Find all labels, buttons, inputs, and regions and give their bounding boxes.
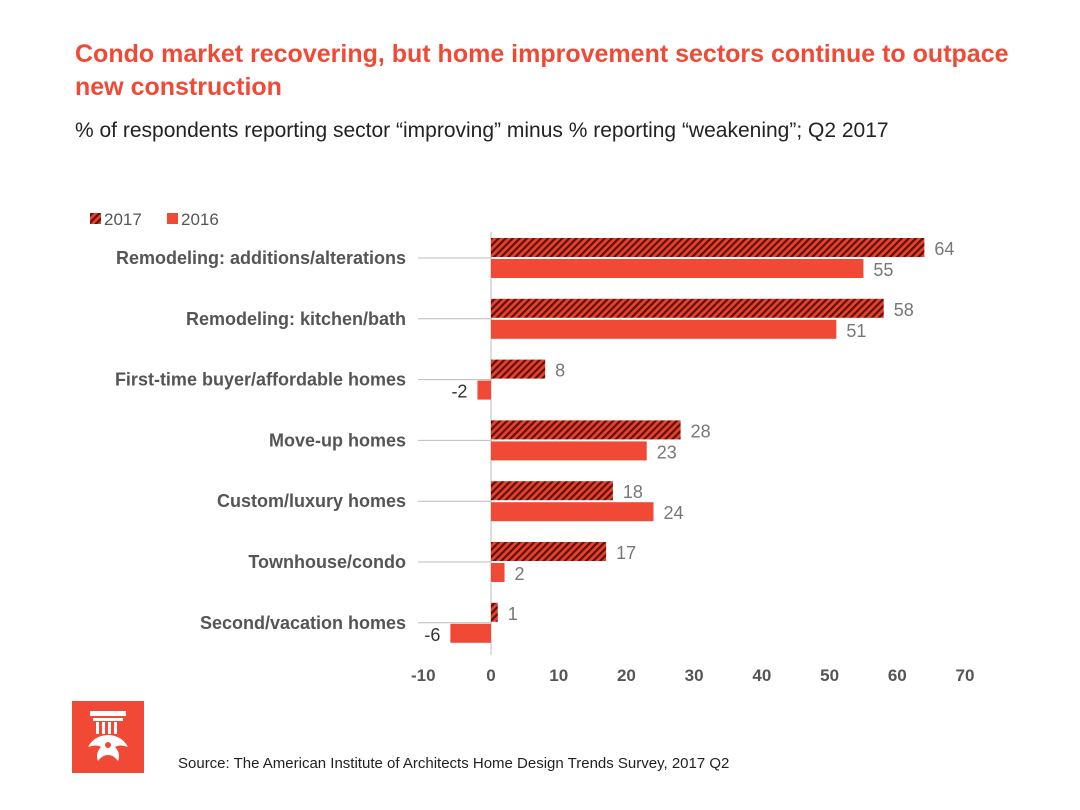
- plot-area: Remodeling: additions/alterations 64 55 Rem…: [115, 232, 975, 685]
- data-label-2016: 55: [873, 260, 893, 280]
- x-tick-label: 30: [685, 666, 704, 685]
- bar-2016: [491, 441, 647, 461]
- x-tick-label: 0: [486, 666, 495, 685]
- bar-2017: [491, 542, 607, 561]
- data-label-2017: 1: [508, 604, 518, 624]
- chart-subtitle: % of respondents reporting sector “impro…: [75, 119, 889, 142]
- aia-logo: [72, 701, 144, 773]
- bar-2016: [491, 259, 864, 278]
- x-tick-label: 60: [888, 666, 907, 685]
- x-tick-label: 40: [752, 666, 771, 685]
- legend-swatch-2016: [167, 213, 178, 224]
- data-label-2017: 58: [894, 300, 914, 320]
- data-label-2017: 64: [934, 239, 954, 259]
- data-label-2016: 51: [846, 321, 866, 341]
- bar-2016: [491, 563, 505, 582]
- bar-2016: [491, 502, 654, 522]
- data-label-2016: -2: [451, 382, 467, 402]
- bar-2017: [491, 481, 613, 501]
- bar-2017: [491, 602, 498, 622]
- category-label: First-time buyer/affordable homes: [115, 370, 406, 390]
- data-label-2017: 17: [616, 543, 636, 563]
- legend-label-2016: 2016: [181, 210, 219, 229]
- source-note: Source: The American Institute of Archit…: [178, 755, 730, 772]
- legend: 2017 2016: [90, 210, 219, 229]
- category-label: Second/vacation homes: [200, 613, 406, 633]
- bar-2016: [491, 319, 837, 339]
- x-tick-label: 70: [956, 666, 975, 685]
- category-label: Move-up homes: [269, 430, 406, 450]
- data-label-2017: 8: [555, 361, 565, 381]
- data-label-2016: 23: [657, 442, 677, 462]
- x-tick-label: -10: [411, 666, 436, 685]
- x-tick-label: 10: [549, 666, 568, 685]
- legend-label-2017: 2017: [104, 210, 142, 229]
- data-label-2016: 2: [515, 564, 525, 584]
- x-tick-label: 50: [820, 666, 839, 685]
- category-label: Townhouse/condo: [248, 552, 406, 572]
- data-label-2016: -6: [424, 625, 440, 645]
- bar-2017: [491, 298, 884, 318]
- category-label: Remodeling: kitchen/bath: [186, 309, 406, 329]
- bar-2016: [450, 623, 491, 643]
- bar-2016: [477, 380, 491, 400]
- x-tick-label: 20: [617, 666, 636, 685]
- bar-2017: [491, 238, 925, 257]
- bar-2017: [491, 420, 681, 440]
- legend-swatch-2017: [90, 213, 101, 224]
- data-label-2017: 18: [623, 482, 643, 502]
- data-label-2017: 28: [691, 421, 711, 441]
- chart-title: Condo market recovering, but home improv…: [75, 40, 1009, 101]
- category-label: Remodeling: additions/alterations: [116, 248, 406, 268]
- category-label: Custom/luxury homes: [217, 491, 406, 511]
- bar-2017: [491, 359, 546, 379]
- data-label-2016: 24: [664, 503, 684, 523]
